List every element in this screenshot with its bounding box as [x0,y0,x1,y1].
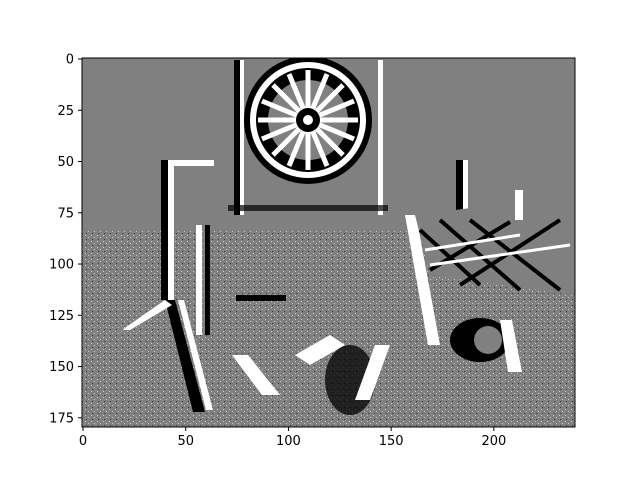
board-frame-shape [228,60,388,215]
y-tick-label: 125 [49,309,74,324]
y-tick-label: 25 [57,104,74,119]
y-axis: 0 25 50 75 100 125 150 175 [49,53,82,426]
x-tick-label: 100 [276,434,301,449]
left-chair-shape [122,160,286,412]
y-tick-label: 150 [49,360,74,375]
y-tick-label: 100 [49,258,74,273]
x-axis: 0 50 100 150 200 [79,427,506,449]
y-tick-label: 175 [49,411,74,426]
x-tick-label: 0 [79,434,87,449]
right-chair-shape [405,160,575,372]
dartboard-shape [244,58,372,184]
floor-shapes [295,190,523,415]
x-tick-label: 150 [379,434,404,449]
y-tick-label: 50 [57,155,74,170]
x-tick-label: 200 [481,434,506,449]
axes-frame [81,57,576,428]
y-tick-label: 75 [57,206,74,221]
y-tick-label: 0 [66,53,74,68]
x-tick-label: 50 [177,434,194,449]
heatmap-image [82,58,575,427]
